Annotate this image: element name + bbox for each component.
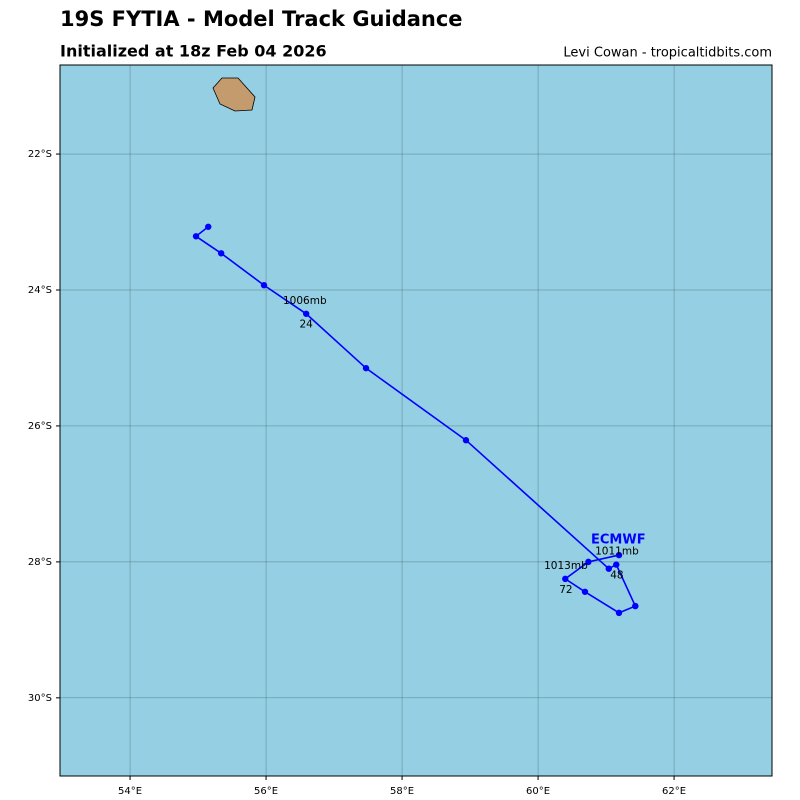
- track-point: [192, 233, 200, 240]
- track-point: [217, 250, 225, 257]
- y-tick-label: 30°S: [28, 693, 52, 704]
- annotation: 72: [559, 584, 572, 596]
- annotation: 1013mb: [544, 560, 588, 572]
- track-point: [562, 575, 569, 583]
- island: [212, 77, 256, 112]
- x-tick-label: 58°E: [390, 786, 414, 797]
- chart-title: 19S FYTIA - Model Track Guidance: [60, 7, 463, 31]
- track-point: [205, 223, 212, 230]
- ocean: [60, 65, 772, 776]
- plot-area: ECMWF 1006mb 24 1011mb 48 1013mb 72: [192, 223, 646, 617]
- annotation: 24: [299, 319, 313, 331]
- track-point: [613, 561, 620, 568]
- track-point: [581, 588, 589, 595]
- track-point: [462, 437, 470, 444]
- track-point: [615, 609, 623, 617]
- credit: Levi Cowan - tropicaltidbits.com: [563, 46, 772, 61]
- annotation: 48: [610, 569, 623, 581]
- track-point: [260, 282, 268, 289]
- x-tick-label: 60°E: [526, 786, 550, 797]
- grid: [60, 65, 772, 776]
- annotation: 1011mb: [595, 546, 639, 558]
- track-point: [632, 602, 639, 610]
- x-tick-label: 56°E: [254, 786, 278, 797]
- frame: [59, 64, 773, 777]
- chart-subtitle: Initialized at 18z Feb 04 2026: [60, 42, 327, 61]
- x-tick-label: 54°E: [118, 786, 142, 797]
- x-tick-label: 62°E: [662, 786, 686, 797]
- y-tick-label: 22°S: [28, 149, 52, 160]
- y-tick-label: 26°S: [28, 421, 52, 432]
- track-point: [585, 558, 592, 566]
- legend-label: ECMWF: [591, 533, 646, 548]
- annotation: 1006mb: [283, 295, 327, 307]
- track-point: [362, 364, 370, 372]
- track-point: [302, 310, 310, 317]
- track-point: [615, 551, 623, 559]
- track-point: [605, 565, 612, 572]
- y-tick-label: 28°S: [28, 557, 52, 568]
- y-tick-label: 24°S: [28, 285, 52, 296]
